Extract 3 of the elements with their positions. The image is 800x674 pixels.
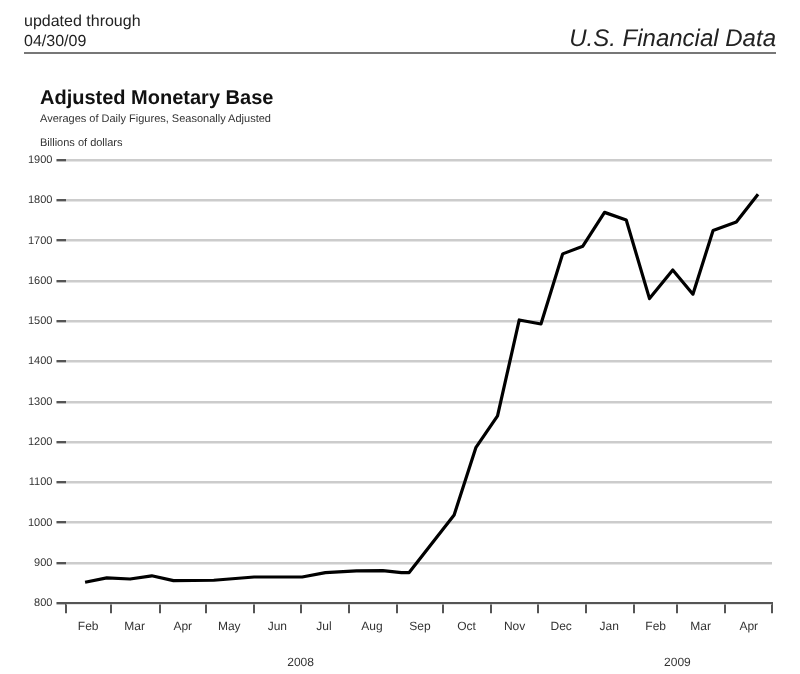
chart-title: Adjusted Monetary Base [40,88,274,110]
text: U.S. Financial Data [569,24,776,52]
text: updated through 04/30/09 [24,12,141,52]
